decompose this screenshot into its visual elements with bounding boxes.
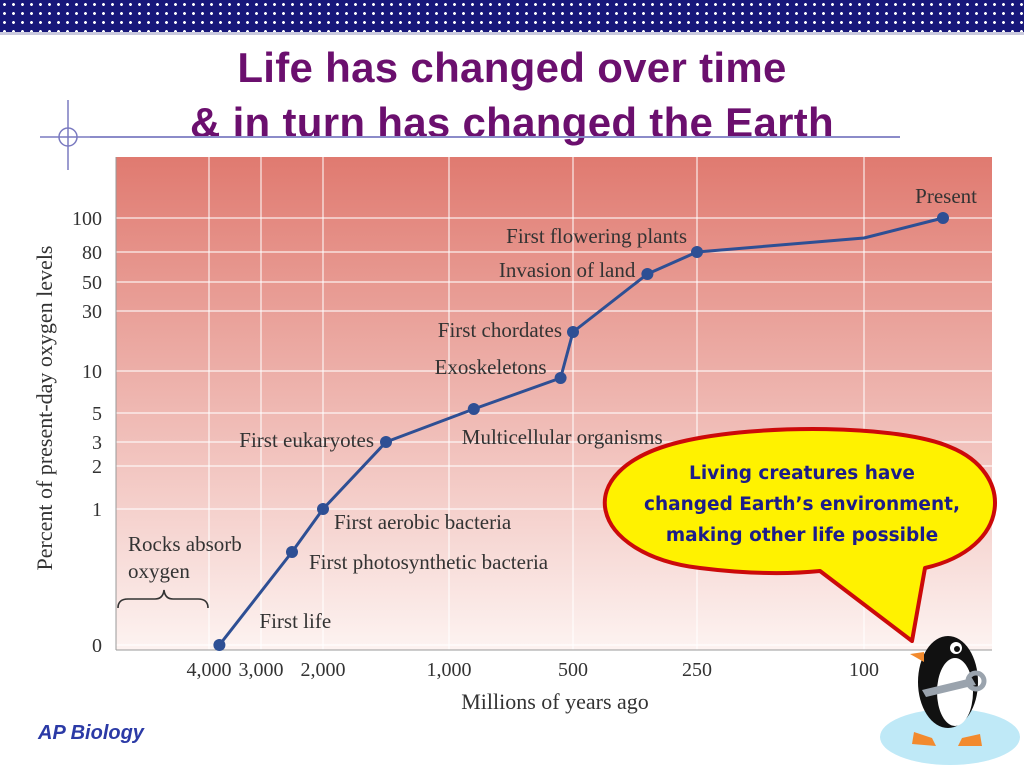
x-tick-label-3: 1,000 [427,659,472,681]
callout-text: Living creatures have changed Earth’s en… [606,458,998,551]
callout-line-2: changed Earth’s environment, [644,494,960,515]
bracket-label-line-1: Rocks absorb [128,532,242,556]
footer-label: AP Biology [38,722,144,744]
x-tick-label-5: 250 [682,659,712,681]
data-point-10 [937,212,949,224]
y-tick-label-6: 30 [82,301,102,323]
x-tick-label-2: 2,000 [301,659,346,681]
data-point-6 [567,326,579,338]
slide-title-line-2: & in turn has changed the Earth [189,99,835,146]
y-tick-label-1: 1 [92,499,102,521]
annotation-label-7: Invasion of land [499,258,636,282]
oxygen-series [213,212,949,651]
y-tick-label-2: 2 [92,456,102,478]
x-tick-label-4: 500 [558,659,588,681]
event-annotations: First life First photosynthetic bacteria F… [239,184,977,633]
x-axis-label: Millions of years ago [461,689,649,714]
data-point-7 [641,268,654,280]
annotation-label-5: Exoskeletons [435,355,547,379]
annotation-label-3: First eukaryotes [239,428,374,452]
plot-frame [115,157,992,651]
x-tick-label-0: 4,000 [187,659,232,681]
annotation-label-4: Multicellular organisms [462,425,663,449]
header-bar [0,0,1024,32]
header-bar-underline [0,32,1024,35]
annotation-label-9: Present [915,184,977,208]
annotation-label-6: First chordates [438,318,562,342]
y-tick-label-0: 0 [92,635,102,657]
data-point-1 [286,546,298,558]
slide-title-line-1: Life has changed over time [237,44,787,91]
x-tick-label-6: 100 [849,659,879,681]
annotation-label-2: First aerobic bacteria [334,510,512,534]
data-point-3 [380,436,392,448]
y-tick-label-5: 10 [82,361,102,383]
annotation-label-1: First photosynthetic bacteria [309,550,549,574]
penguin-mascot-icon [880,636,1020,765]
data-point-8 [691,246,703,258]
rocks-absorb-bracket [117,589,209,609]
y-tick-label-4: 5 [92,403,102,425]
x-tick-labels: 4,000 3,000 2,000 1,000 500 250 100 [187,659,880,681]
y-tick-label-8: 80 [82,242,102,264]
title-underline [90,136,900,138]
callout-line-1: Living creatures have [689,463,915,484]
y-axis-label: Percent of present-day oxygen levels [32,246,57,571]
data-point-0 [213,639,226,651]
annotation-label-0: First life [259,609,331,633]
data-point-4 [467,403,480,415]
data-point-2 [317,503,329,515]
callout-line-3: making other life possible [665,525,939,546]
callout-bubble [602,427,997,643]
y-tick-label-3: 3 [92,432,102,454]
data-point-5 [554,372,567,384]
annotation-label-8: First flowering plants [506,224,687,248]
bracket-label-line-2: oxygen [128,559,190,583]
y-tick-labels: 0 1 23 5 10 30 50 80 100 [72,208,102,657]
x-tick-label-1: 3,000 [239,659,284,681]
y-tick-label-7: 50 [82,272,102,294]
y-tick-label-9: 100 [72,208,102,230]
